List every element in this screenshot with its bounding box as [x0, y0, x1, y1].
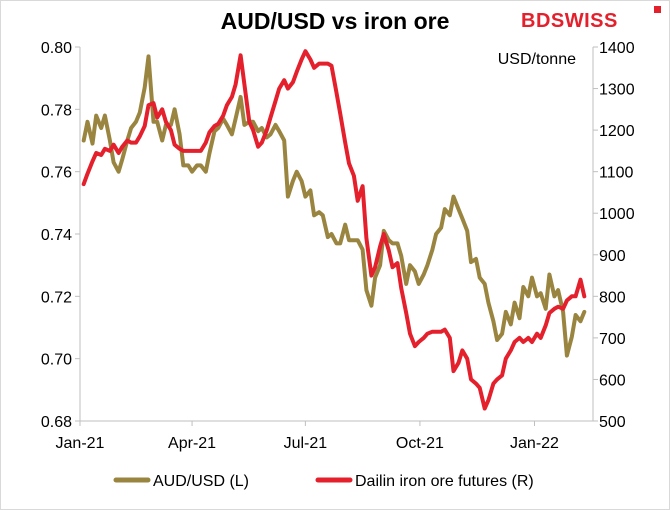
x-tick-label: Apr-21: [168, 435, 216, 452]
right-tick-label: 500: [599, 414, 626, 431]
series-line-audusd: [81, 54, 587, 358]
right-tick-label: 800: [599, 289, 626, 306]
left-tick-label: 0.76: [41, 165, 72, 182]
legend-label: AUD/USD (L): [153, 473, 249, 490]
right-axis-label: USD/tonne: [498, 51, 576, 68]
logo-bd-text: BD: [521, 10, 551, 32]
legend-label: Dailin iron ore futures (R): [355, 473, 534, 490]
logo-cross-icon: [654, 6, 661, 13]
left-tick-label: 0.70: [41, 352, 72, 369]
x-tick-label: Jan-22: [510, 435, 559, 452]
right-tick-label: 700: [599, 331, 626, 348]
bdswiss-logo: BDSWISS: [521, 6, 661, 33]
chart-title: AUD/USD vs iron ore: [220, 8, 450, 34]
left-tick-label: 0.74: [41, 227, 72, 244]
left-tick-label: 0.80: [41, 40, 72, 57]
right-tick-label: 1300: [599, 82, 635, 99]
left-tick-label: 0.78: [41, 102, 72, 119]
x-tick-label: Jul-21: [284, 435, 328, 452]
right-tick-label: 600: [599, 372, 626, 389]
right-tick-label: 1100: [599, 165, 634, 182]
x-tick-label: Jan-21: [56, 435, 105, 452]
chart-axes: 0.68 0.70 0.72 0.74 0.76 0.78 0.80 500 600 700 800…: [41, 40, 635, 452]
right-tick-label: 900: [599, 248, 626, 265]
chart-series: [81, 49, 587, 411]
right-tick-label: 1400: [599, 40, 635, 57]
x-tick-label: Oct-21: [396, 435, 444, 452]
left-tick-label: 0.68: [41, 414, 72, 431]
series-line-iron-ore: [81, 49, 587, 411]
left-tick-label: 0.72: [41, 289, 72, 306]
right-tick-label: 1200: [599, 123, 635, 140]
logo-swiss-text: SWISS: [550, 10, 618, 32]
right-tick-label: 1000: [599, 206, 635, 223]
chart-legend: AUD/USD (L) Dailin iron ore futures (R): [113, 473, 534, 490]
